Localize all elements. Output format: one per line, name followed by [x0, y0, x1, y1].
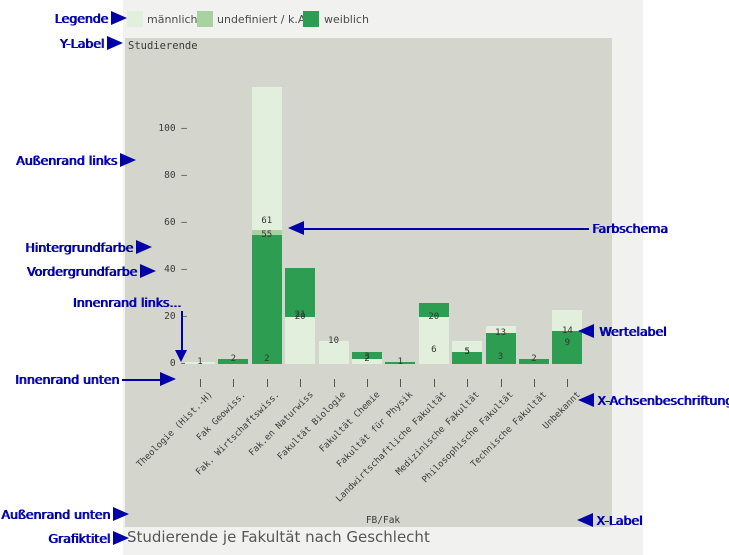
annotation-x-achsenbeschriftung: X-Achsenbeschriftung — [597, 393, 729, 408]
value-label: 14 — [561, 326, 573, 337]
bar-segment — [251, 86, 282, 231]
value-label: 6 — [431, 344, 437, 355]
y-tick: 40 – — [164, 264, 187, 275]
value-label: 2 — [264, 354, 270, 365]
annotation-aussenrand-links: Außenrand links — [15, 153, 117, 168]
value-label: 13 — [495, 328, 507, 339]
annotation-innenrand-unten-arrow-right-icon — [160, 372, 176, 386]
bar-segment — [485, 333, 516, 364]
x-tick — [433, 379, 435, 387]
annotation-x-label-arrow-left-icon — [577, 513, 593, 527]
value-label: 55 — [261, 229, 273, 240]
value-label: 2 — [364, 354, 370, 365]
value-label: 1 — [397, 356, 404, 367]
value-label: 61 — [261, 215, 273, 226]
value-label: 2 — [230, 354, 237, 365]
annotation-aussenrand-links-arrow-right-icon — [120, 153, 136, 167]
bar-segment — [552, 331, 583, 364]
y-tick: 60 – — [164, 217, 187, 228]
bar-segment — [485, 326, 516, 334]
y-tick: 20 – — [164, 311, 187, 322]
bar-segment — [185, 361, 215, 364]
annotation-aussenrand-unten: Außenrand unten — [1, 507, 110, 522]
annotation-hintergrundfarbe-arrow-right-icon — [136, 240, 152, 254]
legend-label-3: weiblich — [324, 13, 369, 26]
bar-segment — [285, 317, 316, 364]
chart-title: Studierende je Fakultät nach Geschlecht — [127, 528, 430, 546]
value-label: 3 — [497, 351, 504, 362]
annotation-farbschema: Farbschema — [592, 221, 668, 236]
y-tick: 0 – — [169, 358, 187, 369]
x-tick — [467, 379, 469, 387]
annotation-grafiktitel: Grafiktitel — [47, 531, 110, 546]
annotation-grafiktitel-arrow-right-icon — [113, 531, 129, 545]
annotation-legende: Legende — [54, 11, 108, 26]
bar-segment — [218, 359, 249, 364]
y-tick: 80 – — [164, 170, 187, 181]
annotation-innenrand-unten-line — [122, 379, 160, 381]
annotation-farbschema-line — [304, 228, 589, 230]
value-label: 20 — [428, 312, 440, 322]
bar-segment — [418, 317, 449, 364]
x-tick — [200, 379, 201, 387]
bar-segment — [251, 230, 282, 235]
y-tick: 100 – — [158, 123, 187, 134]
annotation-innenrand-links-arrow-down-icon — [175, 350, 187, 362]
x-tick — [400, 379, 402, 387]
x-tick — [333, 379, 335, 387]
annotation-innenrand-unten: Innenrand unten — [14, 372, 119, 387]
legend-swatch-3 — [303, 11, 319, 27]
bar-segment — [452, 340, 483, 353]
annotation-aussenrand-unten-arrow-right-icon — [113, 507, 129, 521]
value-label: 10 — [328, 335, 340, 346]
x-tick — [266, 379, 268, 387]
x-axis-label: FB/Fak — [365, 515, 401, 526]
annotation-hintergrundfarbe: Hintergrundfarbe — [25, 240, 133, 255]
bar-segment — [285, 267, 316, 317]
bar-segment — [318, 340, 349, 364]
value-label: 21 — [294, 309, 306, 320]
plot-area — [125, 38, 612, 527]
annotation-innenrand-links-line — [181, 311, 183, 350]
x-tick — [233, 379, 235, 387]
x-tick — [367, 379, 368, 387]
value-label: 1 — [197, 356, 203, 367]
annotation-wertelabel: Wertelabel — [599, 324, 667, 339]
legend-swatch-1 — [127, 11, 143, 27]
value-label: 5 — [464, 347, 470, 358]
bar-segment — [418, 302, 449, 317]
value-label: 20 — [294, 312, 306, 322]
legend-label-2: undefiniert / k.A. — [217, 13, 309, 26]
annotation-x-label: X-Label — [596, 513, 643, 528]
annotation-vordergrundfarbe: Vordergrundfarbe — [26, 264, 137, 279]
y-axis-label: Studierende — [128, 40, 198, 52]
value-label: 3 — [364, 351, 370, 362]
bar-segment — [452, 352, 483, 364]
annotation-wertelabel-arrow-left-icon — [578, 324, 594, 338]
x-tick — [300, 379, 302, 387]
x-tick — [500, 379, 502, 387]
bar-segment — [251, 234, 282, 364]
annotation-farbschema-arrow-left-icon — [288, 221, 304, 235]
x-tick — [567, 379, 569, 387]
annotation-legende-arrow-right-icon — [111, 11, 127, 25]
bar-segment — [352, 359, 382, 364]
x-tick — [534, 379, 535, 387]
legend-label-1: männlich — [147, 13, 198, 26]
bar-segment — [552, 309, 583, 332]
annotation-y-label-arrow-right-icon — [107, 36, 123, 50]
value-label: 2 — [531, 354, 537, 365]
annotation-y-label: Y-Label — [59, 36, 104, 51]
bar-segment — [352, 352, 382, 360]
annotation-innenrand-links: Innenrand links... — [72, 295, 181, 310]
legend-swatch-2 — [197, 11, 213, 27]
bar-segment — [385, 361, 416, 364]
value-label: 5 — [464, 347, 470, 358]
annotation-vordergrundfarbe-arrow-right-icon — [140, 264, 156, 278]
annotation-x-achsenbeschriftung-arrow-left-icon — [578, 393, 594, 407]
value-label: 9 — [564, 337, 571, 348]
bar-segment — [519, 359, 549, 364]
